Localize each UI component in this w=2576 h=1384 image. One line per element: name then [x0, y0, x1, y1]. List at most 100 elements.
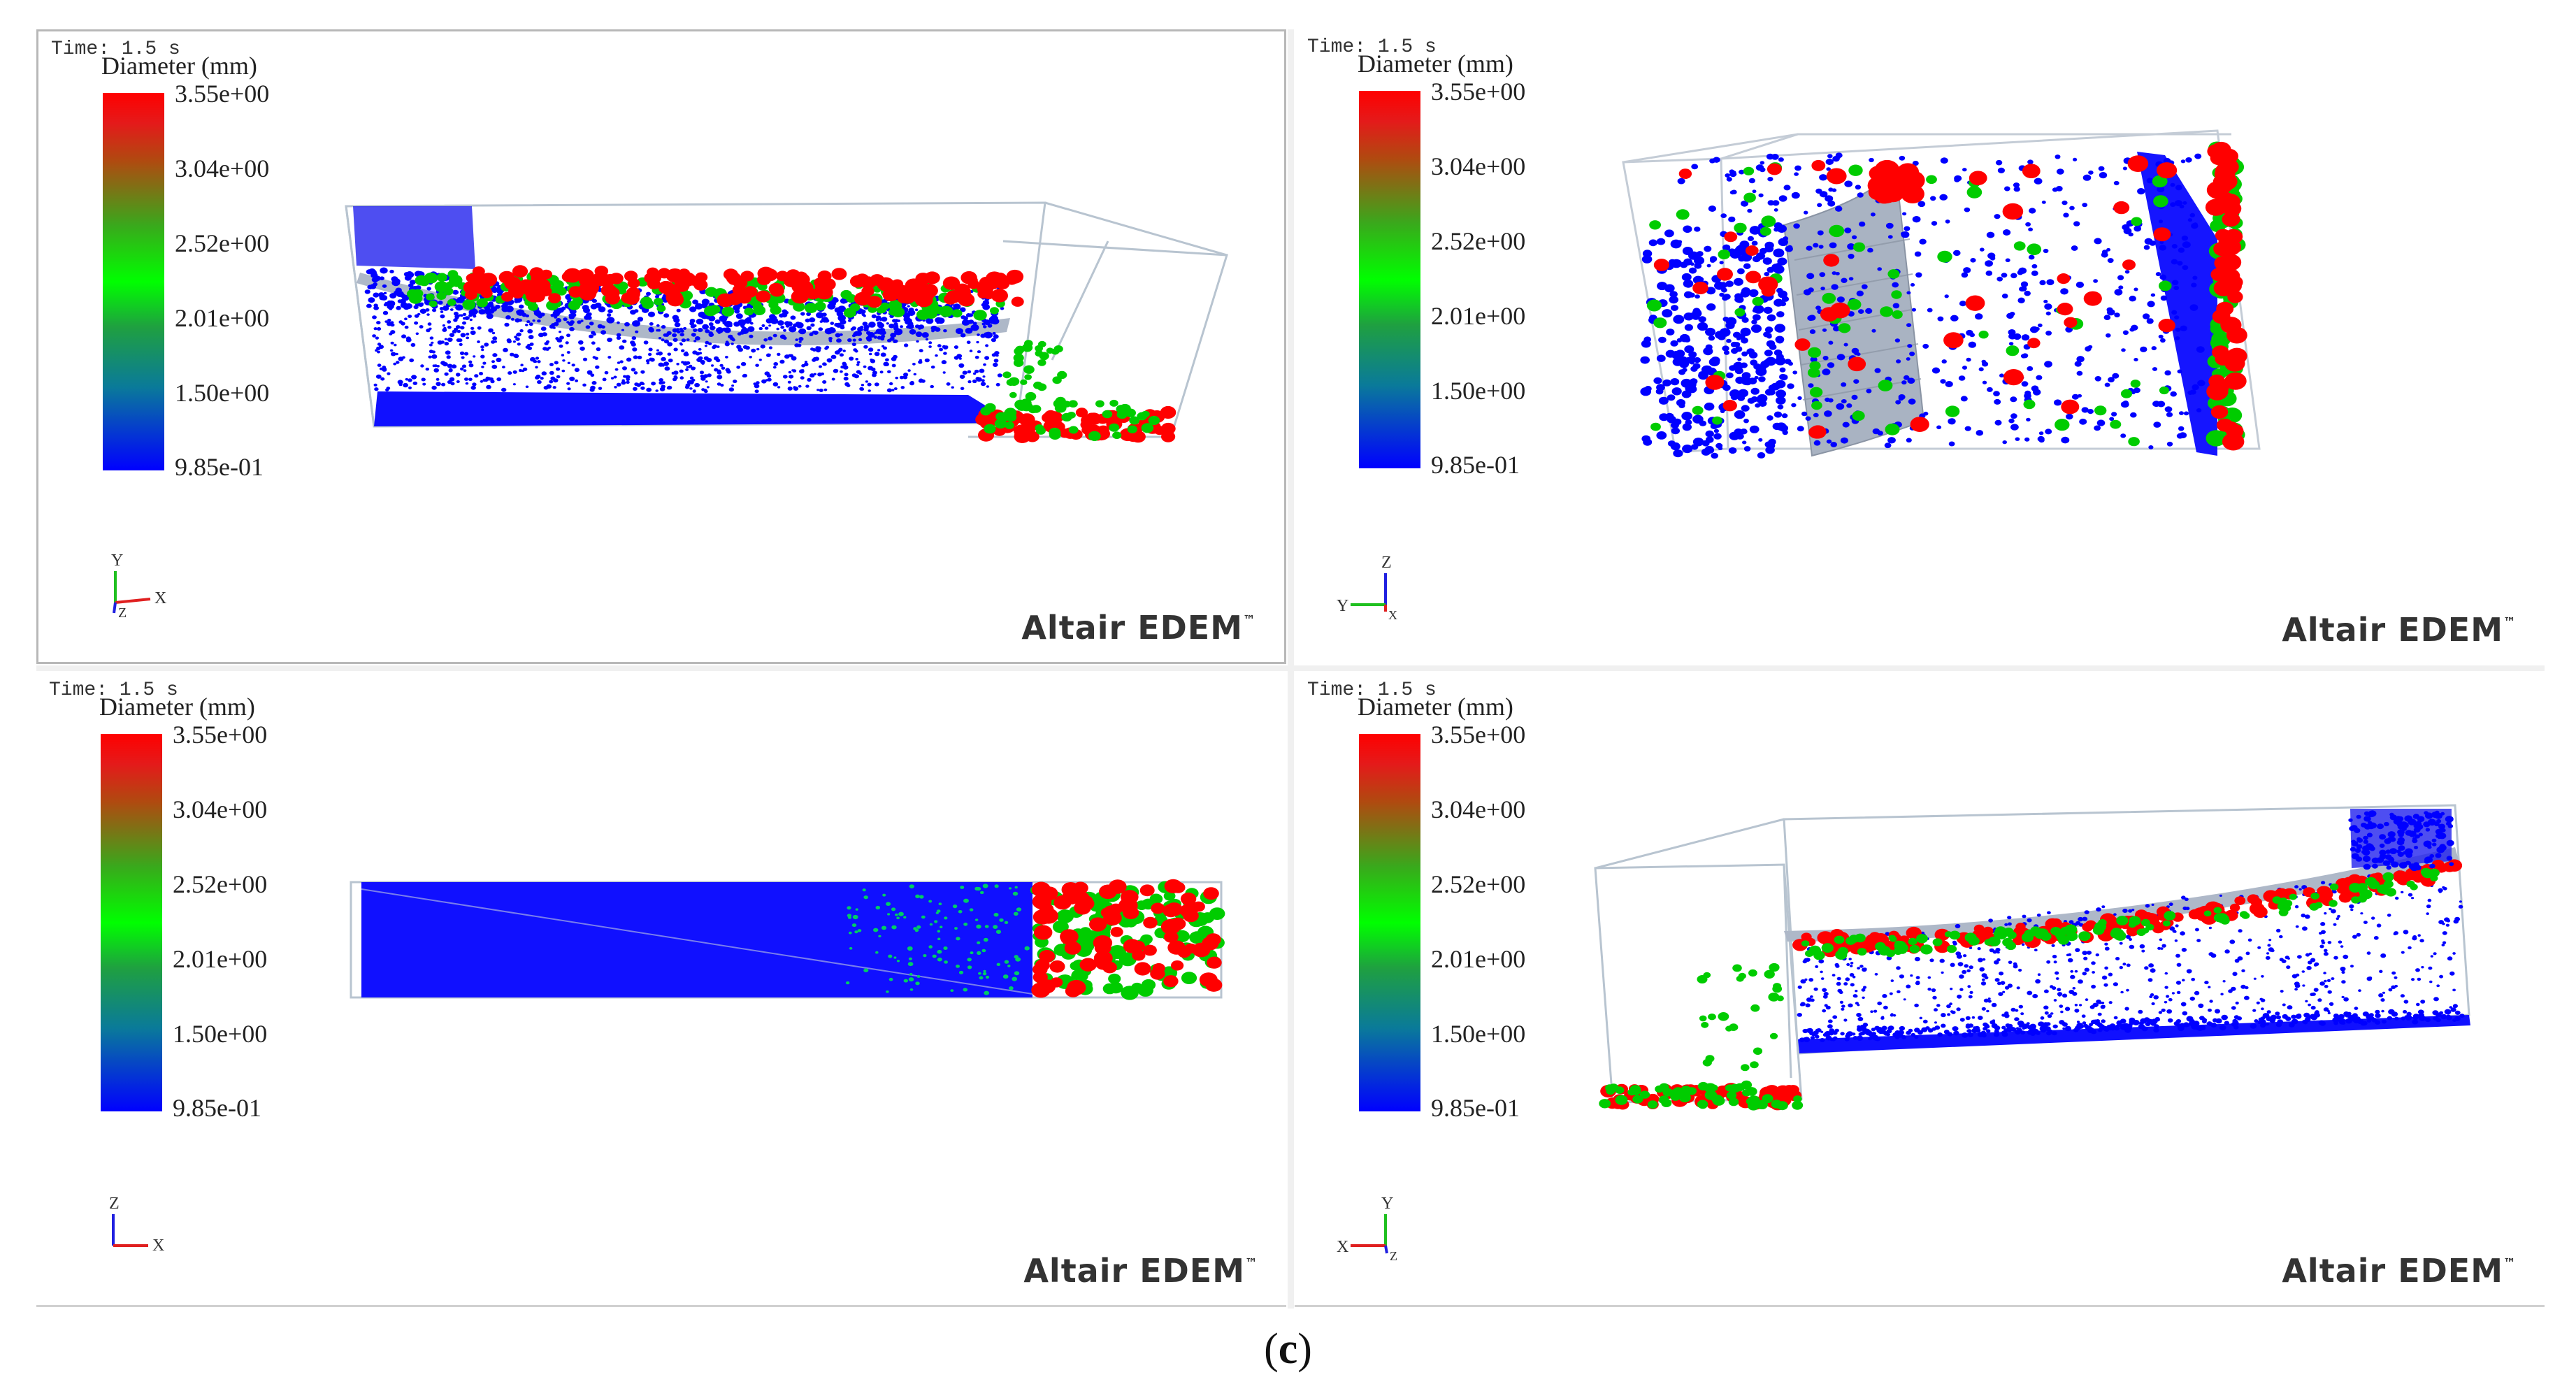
- particle: [845, 981, 850, 985]
- particle: [1013, 359, 1024, 367]
- particle: [2381, 1019, 2387, 1024]
- particle: [776, 327, 779, 331]
- particle: [816, 389, 820, 391]
- figure-caption: (c): [1264, 1325, 1312, 1373]
- particle: [986, 385, 990, 388]
- particle: [1865, 1030, 1872, 1036]
- particle: [983, 363, 986, 366]
- particle: [1983, 1023, 1989, 1028]
- particle: [377, 363, 382, 367]
- particle: [1968, 995, 1973, 999]
- particle: [1706, 287, 1716, 295]
- particle: [721, 306, 735, 317]
- particle: [1916, 934, 1928, 944]
- particle: [2181, 895, 2186, 900]
- particle: [2320, 922, 2326, 926]
- particle: [893, 956, 897, 959]
- particle: [549, 380, 554, 384]
- particle: [676, 308, 681, 312]
- particle: [2253, 977, 2257, 980]
- particle: [941, 360, 947, 365]
- particle: [468, 360, 473, 363]
- particle: [2073, 157, 2078, 161]
- particle: [2234, 896, 2246, 905]
- particle: [2024, 929, 2035, 938]
- particle: [903, 916, 907, 919]
- particle: [1678, 369, 1686, 375]
- particle: [1806, 1028, 1813, 1034]
- particle: [2329, 883, 2339, 891]
- particle: [548, 293, 561, 303]
- particle: [2148, 963, 2154, 968]
- particle: [725, 356, 728, 359]
- particle: [2085, 346, 2092, 352]
- particle: [408, 283, 414, 288]
- particle: [830, 301, 837, 306]
- particle: [2079, 418, 2087, 425]
- particle: [684, 352, 689, 356]
- particle: [1898, 396, 1904, 401]
- particle: [1728, 447, 1737, 454]
- particle: [888, 977, 893, 981]
- viewport-top-view[interactable]: Time: 1.5 s Diameter (mm) 3.55e+00 3.04e…: [36, 672, 1286, 1307]
- particle: [2210, 405, 2229, 419]
- particle: [666, 387, 671, 390]
- particle: [913, 927, 917, 930]
- particle: [2177, 369, 2182, 374]
- particle: [2298, 888, 2302, 891]
- particle: [712, 344, 717, 348]
- particle: [2010, 424, 2019, 431]
- particle: [870, 367, 876, 372]
- particle: [504, 322, 510, 327]
- particle: [2394, 1016, 2399, 1021]
- particle: [679, 369, 684, 373]
- particle: [1035, 426, 1046, 435]
- particle: [470, 330, 476, 336]
- particle: [792, 369, 797, 373]
- particle: [444, 338, 447, 340]
- particle: [640, 386, 645, 390]
- particle: [486, 384, 491, 389]
- particle: [1203, 887, 1219, 900]
- particle: [703, 389, 708, 394]
- particle: [1118, 898, 1138, 914]
- particle: [2403, 1010, 2408, 1014]
- particle: [2259, 1023, 2266, 1028]
- particle: [899, 375, 904, 380]
- particle: [1666, 329, 1675, 336]
- particle: [2116, 1021, 2122, 1025]
- viewport-front-view[interactable]: Time: 1.5 s Diameter (mm) 3.55e+00 3.04e…: [36, 29, 1286, 664]
- particle: [373, 305, 379, 310]
- particle: [798, 282, 814, 294]
- particle: [1985, 260, 1993, 267]
- particle: [854, 374, 860, 379]
- particle: [1671, 1088, 1681, 1097]
- viewport-side-view[interactable]: Time: 1.5 s Diameter (mm) 3.55e+00 3.04e…: [1295, 29, 2545, 664]
- particle: [1822, 356, 1829, 361]
- particle: [1806, 273, 1815, 280]
- particle: [561, 354, 565, 356]
- particle: [1648, 239, 1657, 247]
- particle: [1734, 410, 1746, 419]
- particle: [953, 303, 961, 310]
- particles: [364, 265, 1177, 443]
- particle: [1899, 1025, 1906, 1031]
- particle: [1846, 403, 1852, 408]
- viewport-rear-view[interactable]: Time: 1.5 s Diameter (mm) 3.55e+00 3.04e…: [1295, 672, 2545, 1307]
- particle: [2158, 334, 2164, 339]
- particle: [649, 357, 655, 362]
- particle: [2013, 186, 2020, 192]
- particle: [1827, 154, 1833, 159]
- particle: [963, 988, 968, 992]
- particle: [656, 305, 666, 312]
- particle: [2329, 1002, 2334, 1006]
- particle: [636, 383, 641, 387]
- particle: [1129, 416, 1140, 425]
- particle: [1766, 415, 1773, 421]
- particle: [826, 358, 833, 363]
- particle: [2232, 972, 2238, 976]
- particle: [2408, 830, 2417, 837]
- particle: [1978, 331, 1989, 339]
- particle: [2332, 890, 2337, 894]
- particle: [451, 364, 457, 369]
